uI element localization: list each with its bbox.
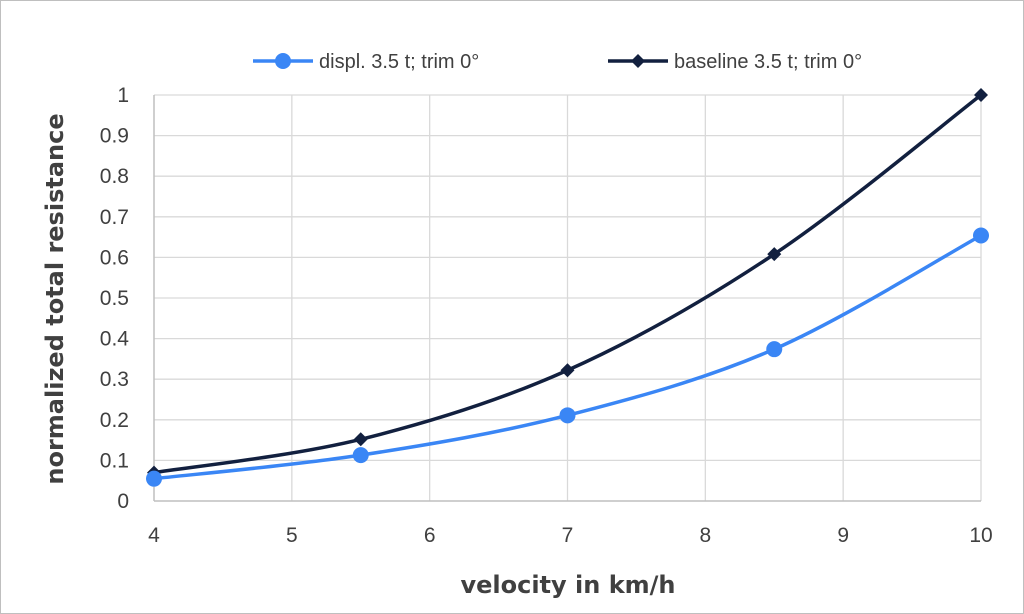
legend-item: displ. 3.5 t; trim 0°: [253, 51, 479, 73]
series-layer: [146, 88, 989, 487]
x-tick-label: 8: [699, 524, 711, 547]
x-tick-labels: 4 5 6 7 8 9 10: [148, 524, 993, 547]
legend-label: baseline 3.5 t; trim 0°: [674, 51, 862, 73]
y-tick-label: 0.3: [100, 368, 129, 391]
legend-marker-circle: [275, 53, 291, 69]
y-tick-label: 0.4: [100, 328, 130, 351]
x-tick-label: 4: [148, 524, 160, 547]
data-point-circle: [766, 341, 783, 358]
legend-item: baseline 3.5 t; trim 0°: [608, 51, 862, 73]
y-tick-label: 0.2: [100, 409, 129, 432]
data-point-circle: [146, 470, 162, 487]
x-tick-label: 9: [837, 524, 849, 547]
x-tick-label: 10: [969, 524, 992, 547]
data-point-diamond: [353, 432, 368, 447]
y-tick-label: 0.6: [100, 246, 129, 269]
axes: [153, 95, 981, 502]
data-point-diamond: [974, 88, 988, 102]
y-tick-label: 1: [117, 84, 129, 107]
y-tick-label: 0.7: [100, 206, 129, 229]
data-point-diamond: [767, 247, 782, 262]
gridlines: [154, 94, 982, 501]
y-tick-label: 0.5: [100, 287, 129, 310]
y-tick-label: 0.1: [100, 449, 129, 472]
data-point-circle: [559, 407, 576, 424]
y-tick-labels: 0 0.1 0.2 0.3 0.4 0.5 0.6 0.7 0.8 0.9 1: [100, 84, 130, 513]
series-0: [146, 227, 989, 487]
y-tick-label: 0.9: [100, 125, 129, 148]
y-tick-label: 0: [117, 490, 129, 513]
x-tick-label: 6: [424, 524, 436, 547]
x-axis-title: velocity in km/h: [460, 571, 675, 599]
legend: displ. 3.5 t; trim 0° baseline 3.5 t; tri…: [253, 51, 862, 73]
data-point-circle: [352, 447, 369, 464]
data-point-circle: [973, 227, 989, 244]
data-point-diamond: [560, 363, 575, 378]
y-tick-label: 0.8: [100, 165, 129, 188]
x-tick-label: 7: [562, 524, 574, 547]
legend-marker-diamond: [631, 54, 645, 68]
y-axis-title: normalized total resistance: [41, 113, 69, 484]
legend-label: displ. 3.5 t; trim 0°: [319, 51, 479, 73]
series-line: [152, 93, 983, 475]
x-tick-label: 5: [286, 524, 298, 547]
